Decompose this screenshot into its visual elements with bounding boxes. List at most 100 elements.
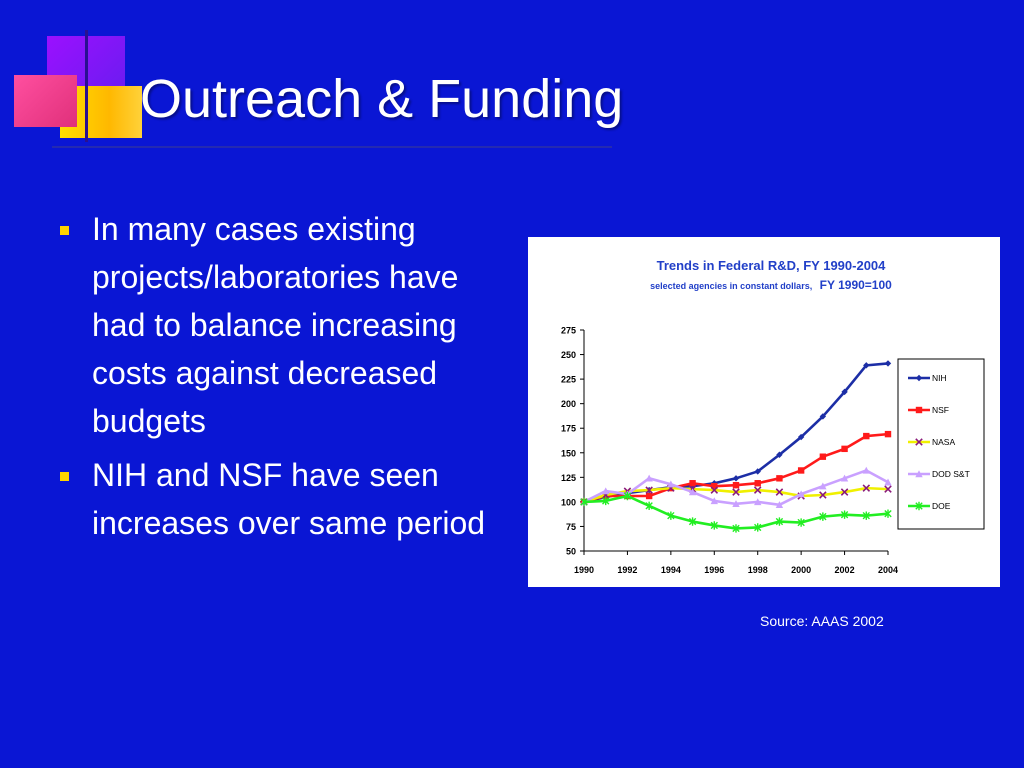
data-point-nsf	[884, 430, 892, 438]
legend-marker-doe	[915, 501, 923, 511]
data-point-doe	[645, 501, 653, 511]
data-point-doe	[797, 518, 805, 527]
x-tick-label: 2002	[835, 565, 855, 575]
data-point-doe	[862, 511, 870, 520]
data-point-nsf	[754, 480, 761, 487]
y-tick-label: 275	[561, 326, 576, 336]
data-point-dod-s-t	[645, 474, 653, 482]
slide-title: Outreach & Funding	[140, 69, 624, 129]
data-point-nsf	[841, 445, 848, 453]
data-point-doe	[775, 517, 784, 526]
data-point-nasa	[732, 488, 740, 496]
y-tick-label: 125	[561, 473, 576, 483]
decor-vertical-line	[85, 30, 88, 142]
legend-box	[897, 358, 985, 530]
y-tick-label: 225	[561, 375, 576, 385]
title-underline	[52, 146, 612, 148]
data-point-nasa	[862, 484, 871, 492]
y-tick-label: 200	[561, 399, 576, 409]
data-point-nasa	[710, 486, 719, 494]
x-tick-label: 2000	[791, 565, 811, 575]
data-point-dod-s-t	[710, 497, 718, 505]
data-point-nasa	[753, 486, 762, 494]
data-point-doe	[819, 512, 827, 521]
data-point-doe	[667, 511, 675, 520]
data-point-dod-s-t	[862, 466, 870, 474]
chart-subtitle-small: selected agencies in constant dollars,	[650, 281, 812, 291]
data-point-nih	[841, 388, 848, 396]
data-point-doe	[580, 497, 588, 507]
bullet-text: In many cases existing projects/laborato…	[92, 211, 459, 439]
x-tick-label: 2004	[878, 565, 898, 575]
data-point-doe	[623, 491, 632, 501]
chart-subtitle-big: FY 1990=100	[820, 278, 893, 292]
y-tick-label: 75	[566, 522, 576, 532]
data-point-nsf	[711, 482, 718, 490]
data-point-dod-s-t	[754, 498, 762, 506]
data-point-nasa	[645, 486, 653, 494]
data-point-nih	[884, 360, 892, 367]
chart-panel: Trends in Federal R&D, FY 1990-2004 sele…	[528, 237, 1000, 587]
data-point-dod-s-t	[819, 482, 827, 490]
x-tick-label: 1996	[704, 565, 724, 575]
x-tick-label: 1998	[748, 565, 768, 575]
data-point-dod-s-t	[602, 487, 610, 495]
bullet-list: In many cases existing projects/laborato…	[60, 205, 510, 547]
data-point-dod-s-t	[775, 501, 784, 509]
data-point-nsf	[797, 467, 805, 474]
legend-marker-nsf	[915, 406, 923, 414]
data-point-doe	[840, 510, 849, 519]
bullet-item: In many cases existing projects/laborato…	[60, 205, 510, 445]
data-point-dod-s-t	[840, 474, 849, 482]
data-point-nsf	[819, 453, 827, 460]
legend-marker-dod-s-t	[915, 470, 923, 478]
legend-label-nsf: NSF	[932, 405, 949, 415]
legend-label-dod-s-t: DOD S&T	[932, 469, 970, 479]
legend-label-nasa: NASA	[932, 437, 955, 447]
data-point-dod-s-t	[732, 500, 740, 508]
source-note: Source: AAAS 2002	[760, 613, 884, 629]
data-point-doe	[602, 496, 610, 506]
data-point-nsf	[776, 475, 783, 482]
legend-label-nih: NIH	[932, 373, 947, 383]
data-point-nasa	[840, 488, 849, 496]
bullet-square-icon	[60, 472, 69, 481]
x-tick-label: 1990	[574, 565, 594, 575]
bullet-text: NIH and NSF have seen increases over sam…	[92, 457, 486, 541]
chart-subtitle: selected agencies in constant dollars, F…	[650, 276, 892, 293]
data-point-nasa	[775, 488, 784, 496]
data-point-doe	[732, 524, 740, 533]
data-point-nasa	[819, 491, 827, 499]
y-tick-label: 150	[561, 448, 576, 458]
chart-title: Trends in Federal R&D, FY 1990-2004	[657, 258, 887, 273]
bullet-square-icon	[60, 226, 69, 235]
y-tick-label: 100	[561, 497, 576, 507]
data-point-nsf	[863, 432, 870, 440]
x-tick-label: 1992	[617, 565, 637, 575]
data-point-nih	[732, 475, 740, 482]
data-point-doe	[884, 509, 892, 518]
decor-square-pink	[14, 75, 77, 127]
data-point-dod-s-t	[884, 478, 892, 486]
data-point-nsf	[732, 481, 740, 489]
bullet-item: NIH and NSF have seen increases over sam…	[60, 451, 510, 547]
data-point-doe	[754, 523, 762, 532]
data-point-nsf	[645, 492, 653, 500]
data-point-nsf	[689, 480, 696, 487]
plot-area: 50 75 100 125 150 175 200 225 250 275 1990 1992 1994…	[561, 326, 898, 576]
x-tick-label: 1994	[661, 565, 681, 575]
data-point-dod-s-t	[797, 490, 805, 498]
y-tick-label: 50	[566, 547, 576, 557]
line-chart: Trends in Federal R&D, FY 1990-2004 sele…	[561, 258, 985, 576]
legend-marker-nasa	[915, 438, 923, 446]
legend-marker-nih	[915, 374, 923, 382]
y-tick-label: 250	[561, 350, 576, 360]
y-tick-label: 175	[561, 424, 576, 434]
data-point-doe	[688, 517, 697, 526]
legend-label-doe: DOE	[932, 501, 951, 511]
data-point-dod-s-t	[688, 488, 697, 496]
chart-legend: NIH NSF NASA DOD S&T DOE	[897, 358, 985, 530]
data-point-doe	[710, 521, 718, 530]
data-point-nasa	[884, 485, 892, 493]
data-point-dod-s-t	[667, 480, 675, 488]
